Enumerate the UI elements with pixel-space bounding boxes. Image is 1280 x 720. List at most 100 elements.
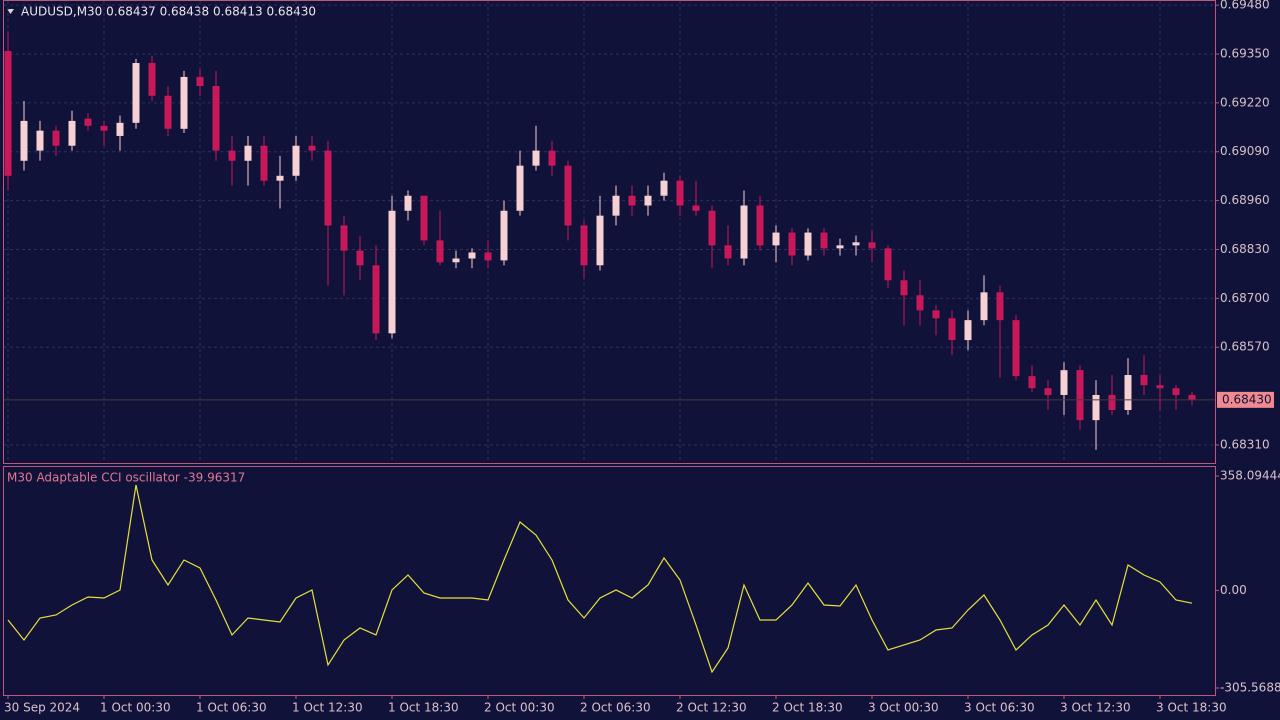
candle-body bbox=[772, 232, 780, 246]
candle-body bbox=[84, 118, 92, 126]
candle-body bbox=[148, 63, 156, 96]
candle-body bbox=[628, 195, 636, 206]
price-panel-border bbox=[3, 0, 1216, 464]
x-tick-label: 1 Oct 06:30 bbox=[196, 701, 267, 715]
candle-body bbox=[244, 145, 252, 161]
candle-body bbox=[1124, 375, 1132, 410]
x-tick-label: 2 Oct 06:30 bbox=[580, 701, 651, 715]
y-tick-label: 0.68830 bbox=[1220, 242, 1270, 256]
candle-body bbox=[196, 76, 204, 86]
candle-body bbox=[100, 125, 108, 131]
x-tick-label: 2 Oct 18:30 bbox=[772, 701, 843, 715]
candle-body bbox=[292, 145, 300, 176]
candle-body bbox=[1076, 370, 1084, 421]
candle-body bbox=[324, 150, 332, 226]
candle-body bbox=[756, 205, 764, 246]
candle-body bbox=[996, 292, 1004, 321]
y-tick-label: -305.5688 bbox=[1220, 681, 1280, 695]
y-tick-label: 0.68570 bbox=[1220, 340, 1270, 354]
candle-body bbox=[1028, 376, 1036, 389]
x-tick-label: 1 Oct 00:30 bbox=[100, 701, 171, 715]
candle-body bbox=[1172, 388, 1180, 395]
cci-line bbox=[7, 484, 1193, 674]
candle-body bbox=[836, 245, 844, 249]
candle-body bbox=[228, 150, 236, 161]
candle-body bbox=[980, 292, 988, 321]
candle-body bbox=[532, 150, 540, 166]
y-tick-label: 0.69350 bbox=[1220, 47, 1270, 61]
candle-body bbox=[1108, 394, 1116, 410]
indicator-title: M30 Adaptable CCI oscillator -39.96317 bbox=[7, 471, 245, 485]
candle-body bbox=[308, 145, 316, 151]
candle-body bbox=[932, 310, 940, 319]
x-tick-label: 30 Sep 2024 bbox=[4, 701, 80, 715]
candle-body bbox=[1012, 320, 1020, 377]
candle-body bbox=[564, 165, 572, 226]
x-tick-label: 2 Oct 12:30 bbox=[676, 701, 747, 715]
y-tick-label: 0.69480 bbox=[1220, 0, 1270, 12]
candle-body bbox=[36, 130, 44, 151]
candle-body bbox=[596, 215, 604, 266]
candle-body bbox=[420, 195, 428, 241]
candle-body bbox=[516, 165, 524, 211]
candle-body bbox=[644, 195, 652, 206]
candle-body bbox=[372, 265, 380, 334]
candle-body bbox=[4, 50, 12, 176]
candle-body bbox=[52, 130, 60, 146]
candle-body bbox=[1044, 388, 1052, 395]
indicator-panel-border bbox=[3, 466, 1216, 696]
last-price-label: 0.68430 bbox=[1222, 392, 1272, 406]
candle-body bbox=[948, 318, 956, 341]
candle-body bbox=[612, 195, 620, 216]
candle-body bbox=[468, 252, 476, 259]
candle-body bbox=[852, 242, 860, 246]
candle-body bbox=[1092, 394, 1100, 421]
candle-body bbox=[1188, 394, 1196, 400]
candle-body bbox=[388, 210, 396, 334]
candle-body bbox=[436, 240, 444, 263]
x-tick-label: 3 Oct 18:30 bbox=[1156, 701, 1227, 715]
candle-body bbox=[692, 205, 700, 211]
candle-body bbox=[260, 145, 268, 181]
collapse-icon[interactable] bbox=[7, 9, 14, 14]
last-price-box bbox=[1217, 391, 1274, 408]
candle-body bbox=[452, 258, 460, 263]
candle-body bbox=[164, 95, 172, 129]
x-tick-label: 3 Oct 00:30 bbox=[868, 701, 939, 715]
candle-body bbox=[1060, 370, 1068, 395]
y-tick-label: 0.68960 bbox=[1220, 193, 1270, 207]
candle-body bbox=[340, 225, 348, 251]
candle-body bbox=[404, 195, 412, 211]
candle-body bbox=[484, 252, 492, 261]
x-tick-label: 1 Oct 18:30 bbox=[388, 701, 459, 715]
x-tick-label: 3 Oct 06:30 bbox=[964, 701, 1035, 715]
candle-body bbox=[916, 295, 924, 311]
candle-body bbox=[212, 85, 220, 151]
x-tick-label: 3 Oct 12:30 bbox=[1060, 701, 1131, 715]
candle-body bbox=[804, 232, 812, 256]
candle-body bbox=[788, 232, 796, 256]
x-tick-label: 1 Oct 12:30 bbox=[292, 701, 363, 715]
candle-body bbox=[180, 76, 188, 129]
candle-body bbox=[868, 242, 876, 249]
y-tick-label: 0.69090 bbox=[1220, 144, 1270, 158]
y-tick-label: 0.68310 bbox=[1220, 437, 1270, 451]
candle-body bbox=[68, 120, 76, 146]
candle-body bbox=[884, 248, 892, 281]
y-tick-label: 0.69220 bbox=[1220, 95, 1270, 109]
candle-body bbox=[900, 280, 908, 296]
y-tick-label: 0.68700 bbox=[1220, 291, 1270, 305]
candle-body bbox=[116, 122, 124, 136]
candle-body bbox=[548, 150, 556, 166]
y-tick-label: 0.00 bbox=[1220, 583, 1247, 597]
candle-body bbox=[676, 180, 684, 206]
candle-body bbox=[820, 232, 828, 249]
candle-body bbox=[660, 180, 668, 196]
candle-body bbox=[1156, 385, 1164, 389]
y-tick-label: 358.09444 bbox=[1220, 469, 1280, 483]
candle-body bbox=[708, 210, 716, 246]
candle-body bbox=[500, 210, 508, 261]
candle-body bbox=[132, 63, 140, 123]
candle-body bbox=[276, 175, 284, 181]
